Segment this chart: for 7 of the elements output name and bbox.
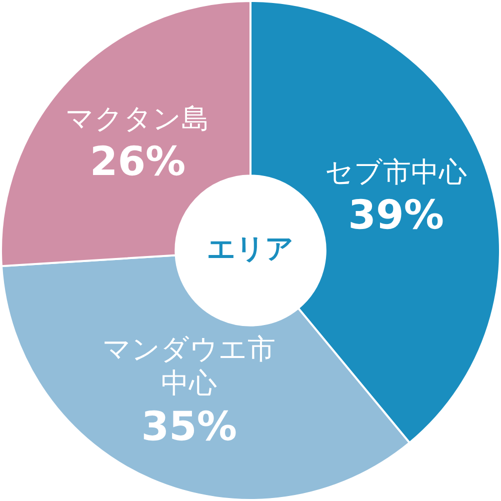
text: エリア — [207, 232, 294, 265]
slice-label: マクタン島 — [66, 102, 210, 135]
data-label: 35% — [141, 404, 237, 450]
slice-label: セブ市中心 — [325, 155, 468, 188]
data-label: 39% — [348, 192, 444, 238]
data-label: 26% — [90, 139, 186, 185]
slice-label: マンダウエ市中心 — [102, 332, 276, 400]
